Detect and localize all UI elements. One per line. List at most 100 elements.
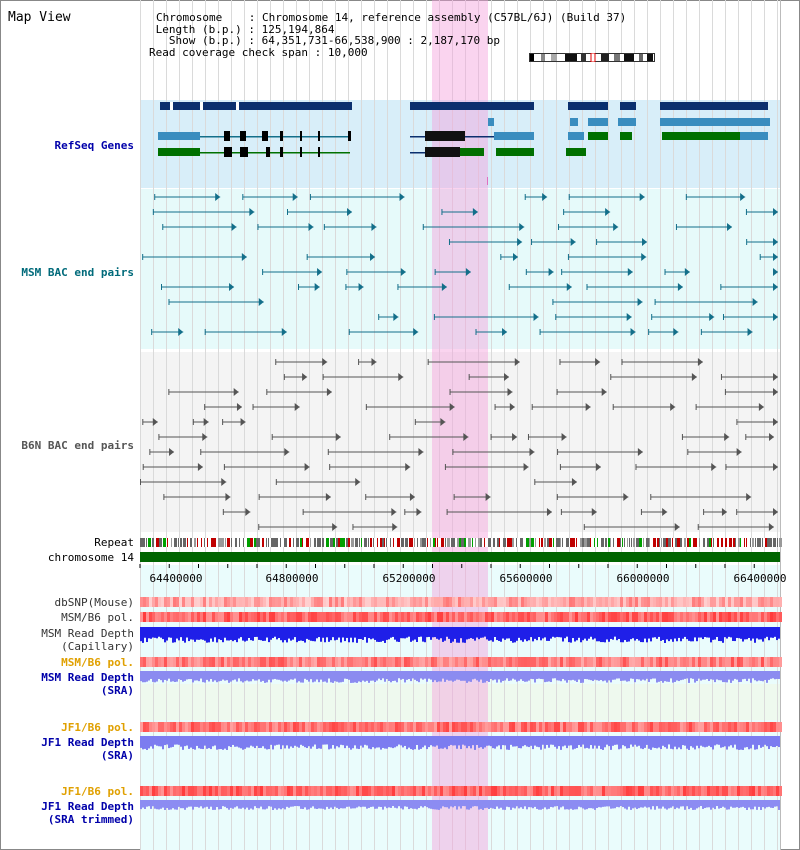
track-label-jf1-read-depth[interactable]: JF1 Read Depth (SRA) <box>0 736 134 762</box>
heat-cell <box>389 786 392 796</box>
heat-cell <box>401 722 404 732</box>
heat-cell <box>140 722 143 732</box>
depth-bar <box>382 736 384 748</box>
heat-cell <box>599 612 602 622</box>
heat-cell <box>746 657 749 667</box>
track-label-msm-bac[interactable]: MSM BAC end pairs <box>21 266 134 279</box>
track-label-msm-b6-pol-2[interactable]: MSM/B6 pol. <box>61 656 134 669</box>
depth-bar <box>546 627 548 641</box>
depth-bar <box>660 671 662 681</box>
depth-bar <box>262 671 264 681</box>
depth-bar <box>728 627 730 637</box>
repeat-feature <box>636 538 639 547</box>
depth-bar <box>440 736 442 749</box>
depth-bar <box>302 736 304 746</box>
bac-arrow <box>630 328 636 336</box>
track-label-repeat[interactable]: Repeat <box>94 536 134 549</box>
depth-bar <box>308 627 310 640</box>
depth-bar <box>666 736 668 749</box>
heat-cell <box>170 597 173 607</box>
depth-bar <box>422 736 424 748</box>
repeat-feature <box>653 538 656 547</box>
heat-cell <box>140 786 143 796</box>
depth-bar <box>336 736 338 747</box>
depth-bar <box>480 736 482 748</box>
depth-bar <box>670 736 672 749</box>
chromosome-ideogram[interactable] <box>529 53 655 62</box>
repeat-feature <box>627 538 628 547</box>
heat-cell <box>479 612 482 622</box>
depth-bar <box>454 800 456 807</box>
depth-bar <box>510 736 512 745</box>
bac-arrow <box>736 448 742 456</box>
depth-bar <box>178 627 180 641</box>
heat-cell <box>539 786 542 796</box>
depth-bar <box>558 627 560 638</box>
track-label-refseq[interactable]: RefSeq Genes <box>54 139 134 152</box>
repeat-feature <box>280 538 281 547</box>
depth-bar <box>612 736 614 746</box>
repeat-feature <box>689 538 691 547</box>
depth-bar <box>626 671 628 682</box>
depth-bar <box>462 800 464 807</box>
heat-cell <box>182 597 185 607</box>
track-label-b6n-bac[interactable]: B6N BAC end pairs <box>21 439 134 452</box>
depth-bar <box>228 627 230 641</box>
depth-bar <box>178 800 180 807</box>
bac-arrow <box>317 268 323 276</box>
depth-bar <box>190 671 192 680</box>
depth-bar <box>666 800 668 810</box>
heat-cell <box>593 722 596 732</box>
bac-arrow <box>662 508 668 516</box>
depth-bar <box>640 627 642 643</box>
depth-bar <box>156 627 158 639</box>
track-label-dbsnp[interactable]: dbSNP(Mouse) <box>54 596 134 609</box>
heat-cell <box>140 657 143 667</box>
heat-cell <box>314 722 317 732</box>
heat-cell <box>296 786 299 796</box>
heat-cell <box>548 612 551 622</box>
depth-bar <box>356 627 358 643</box>
depth-bar <box>510 627 512 642</box>
depth-bar <box>300 671 302 683</box>
depth-bar <box>772 671 774 679</box>
repeat-feature <box>529 538 532 547</box>
depth-bar <box>426 800 428 808</box>
depth-bar <box>264 627 266 641</box>
track-label-jf1-read-depth-trimmed[interactable]: JF1 Read Depth (SRA trimmed) <box>0 800 134 826</box>
heat-cell <box>632 786 635 796</box>
depth-bar <box>220 736 222 750</box>
depth-bar <box>564 671 566 681</box>
heat-cell <box>455 612 458 622</box>
depth-bar <box>504 671 506 681</box>
depth-bar <box>302 800 304 810</box>
bac-arrow <box>241 253 247 261</box>
heat-cell <box>368 786 371 796</box>
track-label-msm-b6-pol-1[interactable]: MSM/B6 pol. <box>61 611 134 624</box>
heat-cell <box>503 722 506 732</box>
repeat-feature <box>218 538 221 547</box>
bac-arrow <box>258 298 264 306</box>
depth-bar <box>332 627 334 638</box>
depth-bar <box>244 627 246 642</box>
repeat-feature <box>721 538 723 547</box>
track-label-chromosome[interactable]: chromosome 14 <box>47 551 134 564</box>
track-label-jf1-b6-pol-1[interactable]: JF1/B6 pol. <box>61 721 134 734</box>
depth-bar <box>764 671 766 680</box>
track-label-msm-read-depth-sra[interactable]: MSM Read Depth (SRA) <box>0 671 134 697</box>
track-label-jf1-b6-pol-2[interactable]: JF1/B6 pol. <box>61 785 134 798</box>
depth-bar <box>722 800 724 807</box>
heat-cell <box>377 786 380 796</box>
heat-cell <box>533 597 536 607</box>
depth-bar <box>636 736 638 747</box>
heat-cell <box>449 597 452 607</box>
repeat-feature <box>541 538 543 547</box>
repeat-feature <box>250 538 253 547</box>
depth-bar <box>510 671 512 681</box>
depth-bar <box>714 671 716 683</box>
bac-arrow <box>507 388 513 396</box>
depth-bar <box>220 627 222 641</box>
track-label-msm-read-depth-cap[interactable]: MSM Read Depth (Capillary) <box>0 627 134 653</box>
bac-arrow <box>512 433 518 441</box>
